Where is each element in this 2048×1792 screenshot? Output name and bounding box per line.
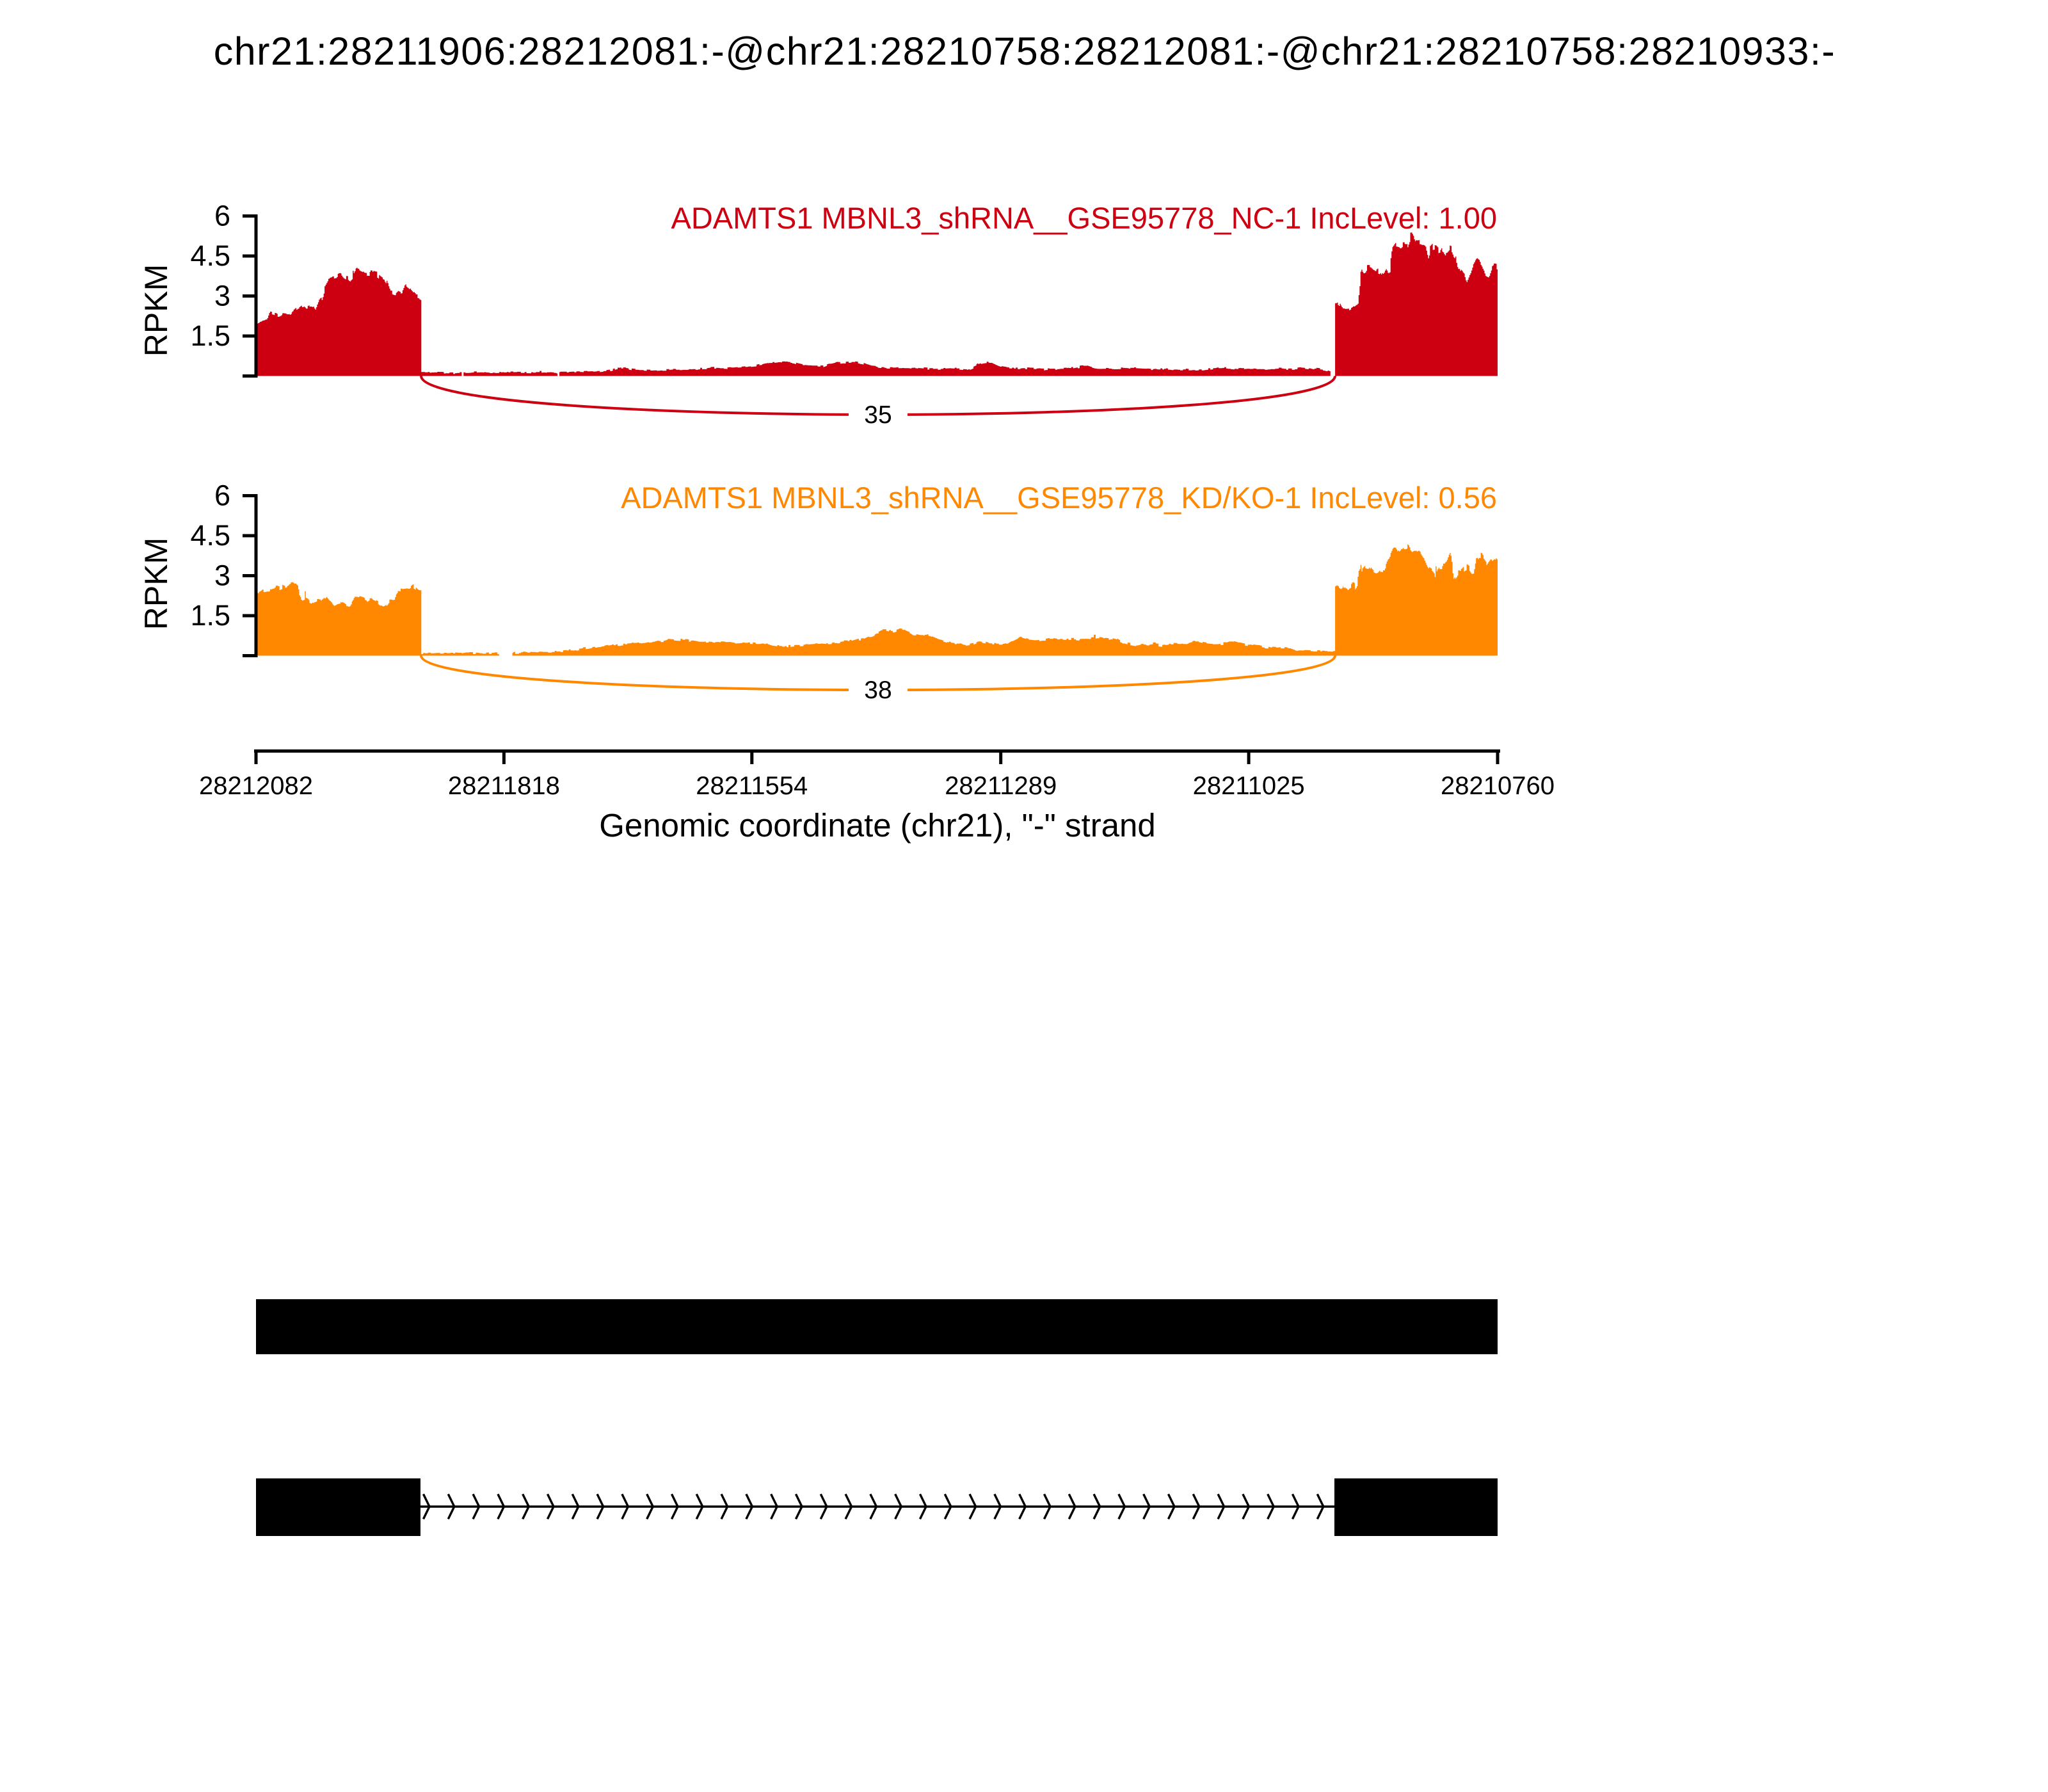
svg-text:6: 6 (214, 479, 230, 512)
svg-text:1.5: 1.5 (190, 599, 230, 632)
svg-text:38: 38 (864, 676, 892, 704)
svg-text:4.5: 4.5 (190, 519, 230, 552)
svg-text:28210760: 28210760 (1441, 772, 1555, 800)
svg-text:RPKM: RPKM (138, 264, 174, 356)
svg-text:6: 6 (214, 200, 230, 232)
svg-text:chr21:28211906:28212081:-@chr2: chr21:28211906:28212081:-@chr21:28210758… (214, 29, 1836, 73)
svg-text:ADAMTS1 MBNL3_shRNA__GSE95778_: ADAMTS1 MBNL3_shRNA__GSE95778_KD/KO-1 In… (621, 481, 1497, 515)
svg-text:RPKM: RPKM (138, 538, 174, 630)
svg-text:28211025: 28211025 (1193, 772, 1305, 800)
svg-text:Genomic coordinate (chr21), "-: Genomic coordinate (chr21), "-" strand (599, 807, 1156, 844)
svg-text:3: 3 (214, 280, 230, 312)
svg-text:28211289: 28211289 (945, 772, 1057, 800)
svg-text:1.5: 1.5 (190, 319, 230, 352)
svg-text:3: 3 (214, 559, 230, 592)
svg-text:4.5: 4.5 (190, 239, 230, 272)
svg-text:35: 35 (864, 401, 892, 429)
svg-text:28211818: 28211818 (448, 772, 560, 800)
svg-text:ADAMTS1 MBNL3_shRNA__GSE95778_: ADAMTS1 MBNL3_shRNA__GSE95778_NC-1 IncLe… (671, 201, 1497, 235)
svg-text:28212082: 28212082 (199, 772, 313, 800)
svg-text:28211554: 28211554 (696, 772, 808, 800)
